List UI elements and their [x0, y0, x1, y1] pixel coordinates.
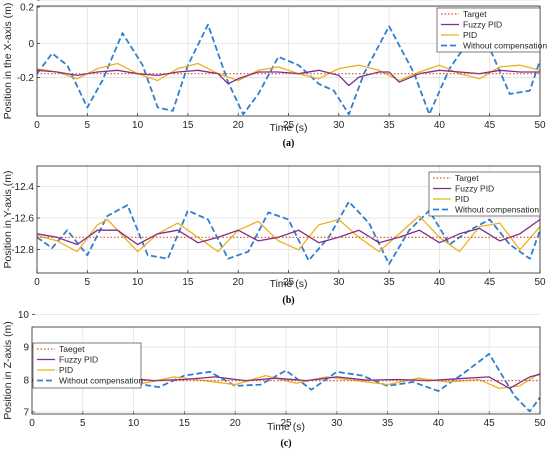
x-tick-label: 30 [333, 277, 345, 288]
x-tick-label: 50 [534, 120, 546, 131]
x-tick-label: 25 [280, 418, 292, 429]
x-tick-label: 15 [182, 277, 194, 288]
legend-label: Fuzzy PID [455, 184, 494, 194]
x-tick-label: 20 [230, 418, 242, 429]
x-tick-label: 50 [534, 277, 546, 288]
y-tick-label: 0.2 [20, 3, 34, 14]
legend-label: Without compensation [463, 41, 547, 51]
panel-label: (c) [280, 438, 291, 449]
x-tick-label: 25 [283, 120, 295, 131]
x-tick-label: 40 [434, 277, 446, 288]
y-tick-label: 10 [18, 310, 30, 321]
x-tick-label: 0 [34, 120, 40, 131]
y-tick-label: -12.8 [11, 245, 34, 256]
x-tick-label: 30 [331, 418, 343, 429]
y-axis-label: Position in Y-axis (m) [2, 170, 14, 268]
series-line [37, 218, 540, 246]
legend-label: Target [455, 173, 479, 183]
x-tick-label: 45 [484, 277, 496, 288]
y-tick-label: 7 [23, 408, 29, 419]
x-tick-label: 10 [132, 277, 144, 288]
axes-frame [36, 5, 541, 117]
legend-label: Taeget [59, 344, 85, 354]
x-tick-label: 20 [233, 277, 245, 288]
y-axis-label: Position in Z-axis (m) [2, 321, 14, 420]
legend-label: Target [463, 9, 487, 19]
x-tick-label: 45 [484, 120, 496, 131]
y-axis-label: Position in the X-axis (m) [2, 3, 14, 120]
x-tick-label: 40 [433, 418, 445, 429]
chart-panel: 0 5 10 15 20 25 30 35 40 45 50 -0.2 0 0.20.4 Time (s) P… [2, 0, 547, 149]
x-tick-label: 10 [132, 120, 144, 131]
panel-label: (a) [283, 138, 295, 149]
series-line [37, 215, 540, 253]
x-tick-label: 35 [384, 277, 396, 288]
legend-label: Fuzzy PID [463, 20, 502, 30]
x-tick-label: 35 [384, 120, 396, 131]
x-tick-label: 15 [182, 120, 194, 131]
x-tick-label: 40 [434, 120, 446, 131]
chart-panel: 0 5 10 15 20 25 30 35 40 45 50 7 8 9 10 Time (s) Positio… [2, 310, 546, 449]
x-tick-label: 10 [128, 418, 140, 429]
axes-frame [36, 165, 541, 274]
legend-label: Without compensation [455, 205, 539, 215]
x-tick-label: 15 [179, 418, 191, 429]
y-tick-label: -12.6 [11, 214, 34, 225]
x-axis-label: Time (s) [269, 122, 307, 134]
legend-label: PID [455, 194, 469, 204]
legend-label: PID [59, 365, 73, 375]
series-line [37, 23, 540, 116]
x-tick-label: 0 [34, 277, 40, 288]
x-axis-label: Time (s) [267, 421, 305, 433]
legend-label: PID [463, 30, 477, 40]
legend-label: Without compensation [59, 376, 143, 386]
x-tick-label: 20 [233, 120, 245, 131]
y-tick-label: 8 [23, 376, 29, 387]
y-tick-label: 0.4 [20, 0, 34, 3]
x-tick-label: 0 [29, 418, 35, 429]
y-tick-label: 9 [23, 343, 29, 354]
y-tick-label: 0 [28, 39, 34, 50]
x-tick-label: 45 [484, 418, 496, 429]
x-tick-label: 25 [283, 277, 295, 288]
legend-label: Fuzzy PID [59, 355, 98, 365]
x-tick-label: 5 [85, 277, 91, 288]
y-tick-label: -0.2 [17, 73, 35, 84]
x-tick-label: 5 [85, 120, 91, 131]
x-axis-label: Time (s) [269, 278, 307, 290]
series-line [37, 69, 540, 87]
chart-panel: 0 5 10 15 20 25 30 35 40 45 50 -12.4 -12.6 -12.8 Time … [2, 165, 546, 306]
x-tick-label: 35 [382, 418, 394, 429]
x-tick-label: 30 [333, 120, 345, 131]
panel-label: (b) [282, 295, 294, 306]
x-tick-label: 50 [534, 418, 546, 429]
axes-frame [31, 326, 541, 415]
y-tick-label: -12.4 [11, 182, 34, 193]
x-tick-label: 5 [80, 418, 86, 429]
